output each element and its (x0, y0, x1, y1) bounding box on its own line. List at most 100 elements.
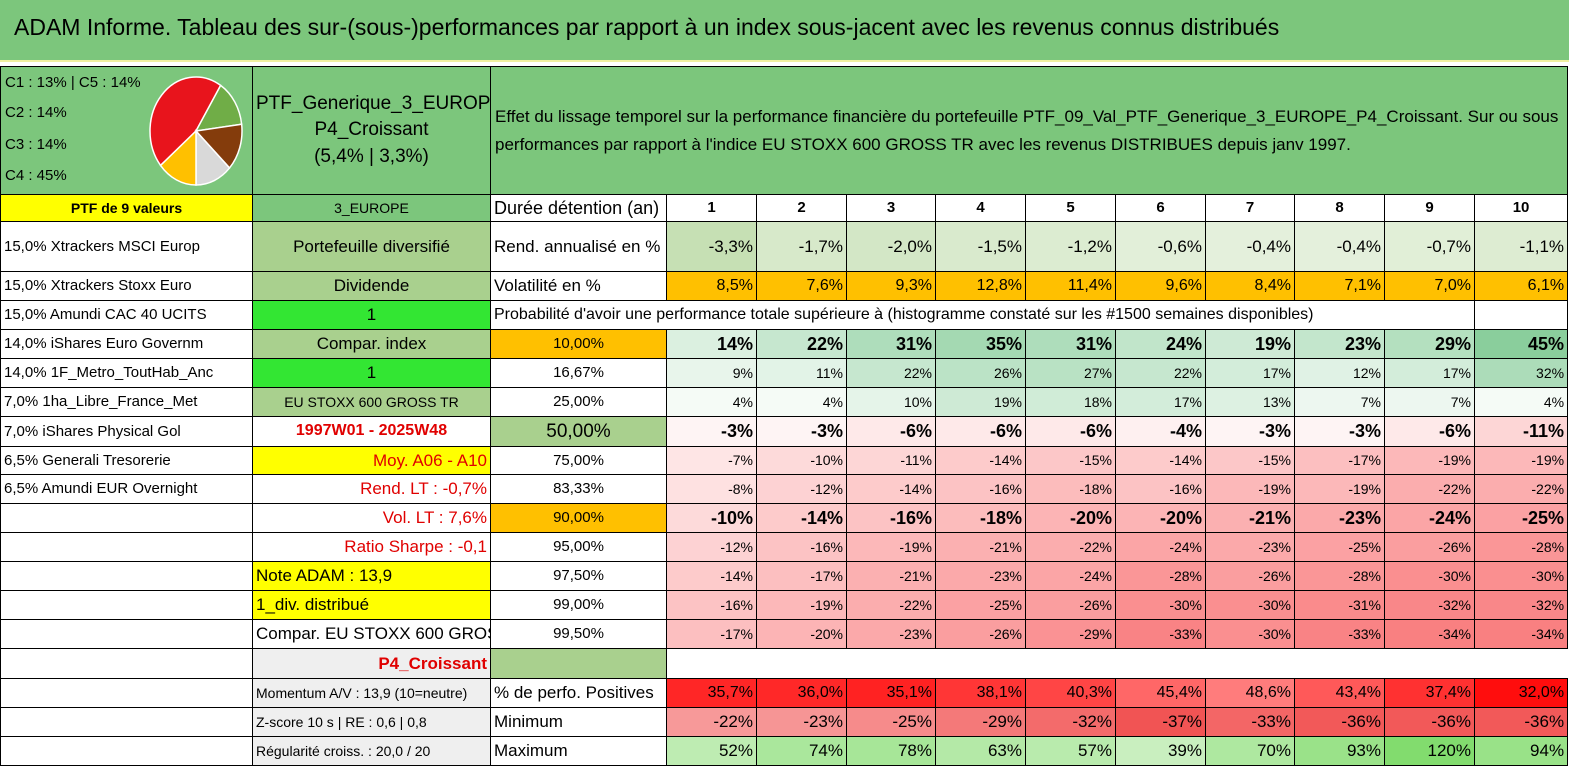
year-header: 8 (1294, 194, 1385, 222)
positives-value: 48,6% (1205, 678, 1295, 708)
return-value: -3,3% (666, 221, 757, 272)
minimum-value: -29% (935, 707, 1026, 737)
duration-label: Durée détention (an) (490, 194, 667, 222)
flag-1: 1 (252, 300, 491, 330)
vol-lt: Vol. LT : 7,6% (252, 503, 491, 533)
probability-value: 17% (1205, 358, 1295, 388)
holding-6: 7,0% 1ha_Libre_France_Met (0, 387, 253, 417)
probability-value: -6% (846, 416, 936, 447)
positives-value: 37,4% (1384, 678, 1475, 708)
volatility-value: 7,6% (756, 271, 847, 301)
probability-value: 19% (1205, 329, 1295, 359)
year-header: 6 (1115, 194, 1206, 222)
return-value: -0,4% (1205, 221, 1295, 272)
probability-value: -23% (1205, 532, 1295, 562)
minimum-value: -22% (666, 707, 757, 737)
positives-value: 38,1% (935, 678, 1026, 708)
probability-value: -25% (935, 590, 1026, 620)
pie-legend-1: C1 : 13% | C5 : 14% (5, 74, 141, 91)
year-header: 7 (1205, 194, 1295, 222)
probability-value: -7% (666, 446, 757, 475)
volatility-value: 9,3% (846, 271, 936, 301)
probability-value: 12% (1294, 358, 1385, 388)
maximum-value: 39% (1115, 736, 1206, 766)
threshold-level: 83,33% (490, 474, 667, 504)
pie-slice-c4 (149, 76, 222, 167)
probability-value: 31% (1025, 329, 1116, 359)
return-value: -0,7% (1384, 221, 1475, 272)
volatility-value: 7,0% (1384, 271, 1475, 301)
probability-value: -12% (756, 474, 847, 504)
probability-value: 4% (756, 387, 847, 417)
probability-value: -22% (1473, 474, 1569, 504)
return-value: -1,5% (935, 221, 1026, 272)
probability-value: -17% (666, 619, 757, 649)
empty-cell (0, 590, 253, 620)
threshold-level: 75,00% (490, 446, 667, 475)
probability-value: -15% (1025, 446, 1116, 475)
dividend-label: Dividende (252, 271, 491, 301)
probability-value: -23% (935, 561, 1026, 591)
probability-value: -21% (1205, 503, 1295, 533)
period: 1997W01 - 2025W48 (252, 416, 491, 447)
regularite: Régularité croiss. : 20,0 / 20 (252, 736, 491, 766)
probability-value: -14% (846, 474, 936, 504)
probability-value: -30% (1115, 590, 1206, 620)
sharpe: Ratio Sharpe : -0,1 (252, 532, 491, 562)
probability-label: Probabilité d'avoir une performance tota… (490, 300, 1475, 330)
holding-1: 15,0% Xtrackers MSCI Europ (0, 221, 253, 272)
probability-value: -28% (1115, 561, 1206, 591)
positives-value: 45,4% (1115, 678, 1206, 708)
probability-value: -10% (666, 503, 757, 533)
probability-value: -8% (666, 474, 757, 504)
compar-label: Compar. EU STOXX 600 GROSS TR (252, 619, 491, 649)
holding-4: 14,0% iShares Euro Governm (0, 329, 253, 359)
minimum-value: -23% (756, 707, 847, 737)
positives-value: 32,0% (1473, 678, 1569, 708)
holding-7: 7,0% iShares Physical Gol (0, 416, 253, 447)
probability-value: 7% (1384, 387, 1475, 417)
positives-label: % de perfo. Positives (490, 678, 667, 708)
probability-value: -22% (1025, 532, 1116, 562)
threshold-level: 16,67% (490, 358, 667, 388)
portfolio-perf: (5,4% | 3,3%) (314, 145, 429, 167)
probability-value: -19% (1384, 446, 1475, 475)
probability-value: 17% (1384, 358, 1475, 388)
threshold-level: 99,00% (490, 590, 667, 620)
probability-value: -33% (1115, 619, 1206, 649)
probability-value: -32% (1473, 590, 1569, 620)
probability-value: -16% (935, 474, 1026, 504)
probability-value: -30% (1384, 561, 1475, 591)
pie-panel: C1 : 13% | C5 : 14% C2 : 14% C3 : 14% C4… (0, 66, 253, 195)
volatility-value: 9,6% (1115, 271, 1206, 301)
maximum-value: 74% (756, 736, 847, 766)
probability-value: -6% (1025, 416, 1116, 447)
minimum-value: -36% (1294, 707, 1385, 737)
portfolio-title-cell: PTF_Generique_3_EUROPE_ P4_Croissant (5,… (252, 66, 491, 195)
probability-value: -32% (1384, 590, 1475, 620)
probability-value: 4% (666, 387, 757, 417)
probability-value: -29% (1025, 619, 1116, 649)
return-value: -1,7% (756, 221, 847, 272)
zone-label: 3_EUROPE (252, 194, 491, 222)
description: Effet du lissage temporel sur la perform… (489, 66, 1569, 195)
maximum-value: 78% (846, 736, 936, 766)
probability-value: -3% (666, 416, 757, 447)
probability-value: -25% (1294, 532, 1385, 562)
probability-value: -11% (846, 446, 936, 475)
maximum-label: Maximum (490, 736, 667, 766)
positives-value: 35,7% (666, 678, 757, 708)
probability-value: -33% (1294, 619, 1385, 649)
probability-value: -34% (1473, 619, 1569, 649)
probability-value: -30% (1205, 619, 1295, 649)
maximum-value: 63% (935, 736, 1026, 766)
minimum-value: -32% (1025, 707, 1116, 737)
probability-value: -3% (1205, 416, 1295, 447)
probability-value: 18% (1025, 387, 1116, 417)
probability-value: -16% (1115, 474, 1206, 504)
probability-value: -23% (846, 619, 936, 649)
year-header: 1 (666, 194, 757, 222)
return-value: -1,1% (1473, 221, 1569, 272)
probability-value: -6% (935, 416, 1026, 447)
maximum-value: 52% (666, 736, 757, 766)
